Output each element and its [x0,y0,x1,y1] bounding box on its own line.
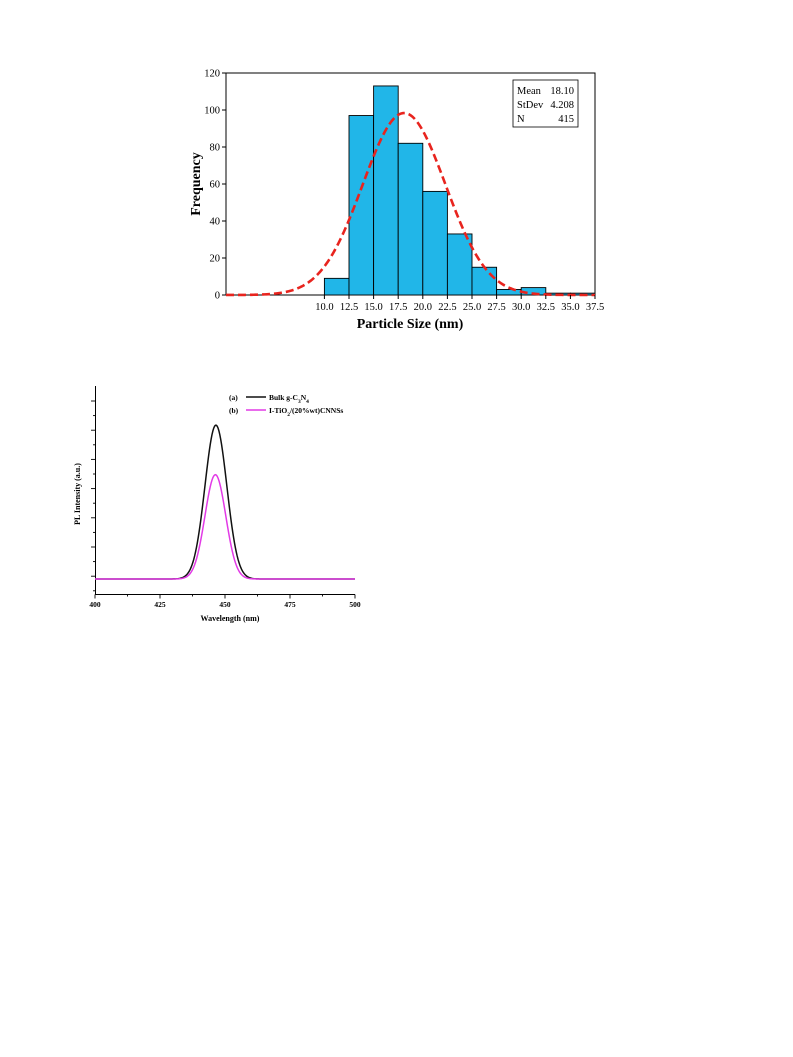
y-axis-title: Frequency [189,152,204,216]
histogram-bar [323,277,350,296]
particle-size-histogram: 0 20 40 60 80 100 120 10.0 12.5 15.0 17.5 20.0 22.5… [189,69,604,333]
pl-spectra-chart: 400 425 450 475 500 (a) Bulk g-C3N4 (b) I-TiO2/… [73,386,361,623]
y-axis-title: PL Intensity (a.u.) [73,463,82,525]
stats-label: Mean [517,86,542,97]
y-tick-label: 0 [215,291,220,302]
stats-box: Mean 18.10 StDev 4.208 N 415 [512,79,579,128]
x-tick-label: 400 [89,600,101,609]
stats-label: N [517,114,525,125]
y-tick-label: 100 [204,106,220,117]
pl-series-line [95,473,355,580]
legend: (a) Bulk g-C3N4 (b) I-TiO2/(20%wt)CNNSs [229,393,343,418]
x-axis-title: Wavelength (nm) [201,614,260,623]
legend-series-name: Bulk g-C3N4 [269,393,309,405]
x-tick-label: 15.0 [364,302,382,313]
pl-series-line [95,424,355,580]
x-tick-label: 10.0 [315,302,333,313]
histogram-bar [496,288,522,296]
legend-series-name: I-TiO2/(20%wt)CNNSs [269,406,343,418]
x-tick-label: 32.5 [537,302,555,313]
legend-tag: (a) [229,393,238,402]
histogram-bar [373,85,399,296]
stats-value: 18.10 [550,86,574,97]
x-tick-label: 12.5 [340,302,358,313]
histogram-bar [348,115,375,296]
x-tick-label: 450 [219,600,231,609]
histogram-bar [422,190,448,296]
legend-tag: (b) [229,406,239,415]
normal-fit-curve [226,111,596,297]
histogram-bar [446,233,473,296]
x-tick-label: 500 [349,600,361,609]
stats-label: StDev [517,100,544,111]
x-tick-label: 30.0 [512,302,530,313]
stats-value: 4.208 [550,100,574,111]
y-tick-label: 60 [210,180,221,191]
x-tick-label: 27.5 [487,302,505,313]
y-tick-label: 120 [204,69,220,80]
histogram-bar [471,266,498,296]
y-tick-label: 80 [210,143,221,154]
x-tick-label: 25.0 [463,302,481,313]
y-tick-label: 40 [210,217,221,228]
histogram-bar [397,142,424,296]
x-tick-label: 17.5 [389,302,407,313]
y-tick-label: 20 [210,254,221,265]
stats-value: 415 [558,114,574,125]
x-axis-title: Particle Size (nm) [357,317,464,332]
x-tick-label: 425 [154,600,166,609]
x-tick-label: 22.5 [438,302,456,313]
x-tick-label: 475 [284,600,296,609]
x-tick-label: 20.0 [414,302,432,313]
x-tick-label: 35.0 [561,302,579,313]
x-tick-label: 37.5 [586,302,604,313]
